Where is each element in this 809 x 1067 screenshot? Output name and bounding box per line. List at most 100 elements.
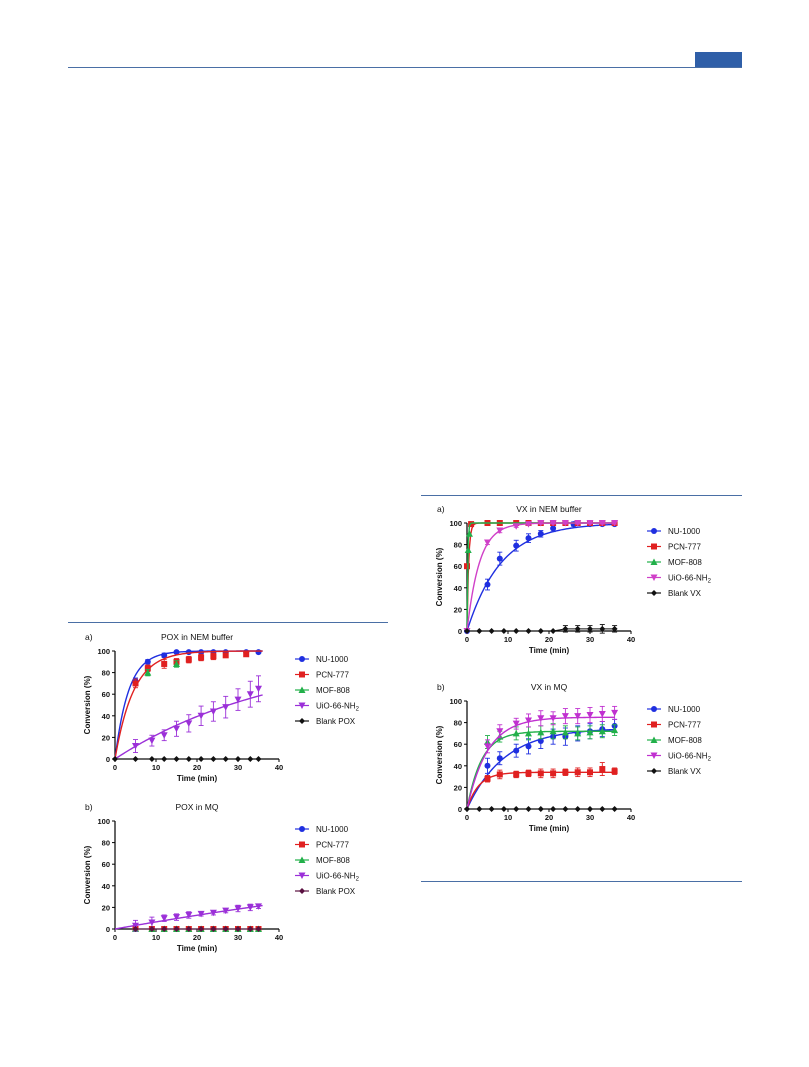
legend-marker-uio-66-nh [650, 574, 658, 581]
x-tick-label: 0 [465, 635, 469, 644]
data-point-uio-66-nh [598, 520, 606, 527]
data-point-blank-pox [185, 756, 192, 762]
x-tick-label: 20 [193, 933, 201, 942]
y-tick-label: 20 [102, 903, 110, 912]
data-point-pcn-777 [464, 563, 470, 570]
data-point-mof-808 [464, 546, 472, 553]
data-point-uio-66-nh [148, 919, 156, 927]
data-point-blank-pox [235, 926, 241, 932]
data-point-blank-pox [161, 926, 168, 932]
legend-marker-nu-1000 [651, 706, 657, 712]
data-point-blank-vx [500, 628, 507, 634]
data-point-pcn-777 [144, 665, 151, 672]
data-point-blank-pox [210, 926, 217, 932]
chart-title: VX in MQ [531, 682, 568, 692]
y-tick-label: 100 [97, 817, 110, 826]
legend-label-nu-1000: NU-1000 [316, 655, 349, 664]
data-point-blank-pox [247, 756, 254, 762]
legend-label-mof-808: MOF-808 [668, 558, 702, 567]
legend-marker-nu-1000 [299, 826, 305, 832]
legend-label-pcn-777: PCN-777 [668, 543, 701, 552]
data-point-blank-vx [513, 628, 520, 634]
legend-marker-blank-pox [299, 718, 305, 724]
data-point-mof-808 [525, 729, 532, 737]
legend-label-uio-66-nh: UiO-66-NH2 [668, 752, 712, 763]
data-point-uio-66-nh [148, 737, 156, 745]
x-tick-label: 40 [275, 933, 283, 942]
legend-marker-uio-66-nh [298, 872, 306, 879]
data-point-uio-66-nh [484, 743, 491, 750]
data-point-uio-66-nh [611, 709, 619, 717]
data-point-uio-66-nh [574, 520, 582, 527]
data-point-blank-pox [210, 756, 217, 762]
data-point-uio-66-nh [173, 725, 180, 733]
y-tick-label: 80 [454, 719, 462, 728]
x-tick-label: 30 [586, 813, 594, 822]
legend-subscript: 2 [708, 757, 712, 763]
y-tick-label: 0 [458, 805, 462, 814]
data-point-uio-66-nh [586, 712, 594, 719]
legend-label-mof-808: MOF-808 [316, 686, 350, 695]
data-point-uio-66-nh [537, 520, 545, 527]
data-point-blank-vx [513, 806, 520, 812]
data-point-uio-66-nh [160, 732, 168, 739]
data-point-nu-1000 [161, 652, 168, 659]
data-point-uio-66-nh [255, 903, 262, 910]
data-point-mof-808 [512, 729, 520, 737]
legend-label-nu-1000: NU-1000 [316, 825, 349, 834]
panel-label: a) [85, 632, 93, 642]
legend-label-blank-vx: Blank VX [668, 767, 702, 776]
data-point-mof-808 [465, 530, 473, 537]
data-point-nu-1000 [513, 542, 520, 549]
x-tick-label: 20 [193, 763, 201, 772]
data-point-uio-66-nh [209, 708, 217, 715]
legend-label-uio-66-nh: UiO-66-NH2 [668, 574, 712, 585]
legend-marker-blank-vx [651, 768, 657, 774]
data-point-nu-1000 [255, 649, 262, 656]
x-tick-label: 0 [465, 813, 469, 822]
y-tick-label: 0 [106, 925, 110, 934]
data-point-uio-66-nh [234, 696, 242, 704]
data-point-uio-66-nh [525, 717, 532, 724]
data-point-blank-vx [525, 628, 532, 634]
x-tick-label: 40 [275, 763, 283, 772]
legend-label-blank-vx: Blank VX [668, 589, 702, 598]
data-point-mof-808 [549, 727, 557, 735]
data-point-uio-66-nh [209, 909, 217, 917]
data-point-nu-1000 [185, 649, 192, 656]
data-point-blank-pox [173, 926, 180, 932]
legend-marker-uio-66-nh [650, 752, 658, 759]
legend-marker-mof-808 [298, 686, 306, 693]
fit-curve-nu-1000 [114, 650, 263, 760]
data-point-blank-pox [185, 926, 192, 932]
data-point-pcn-777 [210, 653, 217, 660]
legend-label-mof-808: MOF-808 [668, 736, 702, 745]
y-tick-label: 40 [454, 762, 462, 771]
data-point-uio-66-nh [549, 715, 557, 722]
data-point-blank-pox [235, 756, 241, 762]
data-point-pcn-777 [537, 770, 544, 777]
x-tick-label: 40 [627, 813, 635, 822]
fit-curve-pcn-777 [114, 650, 263, 760]
legend-label-pcn-777: PCN-777 [668, 721, 701, 730]
legend-marker-pcn-777 [651, 543, 657, 550]
data-point-uio-66-nh [525, 521, 532, 528]
data-point-nu-1000 [525, 743, 532, 750]
legend-marker-blank-vx [651, 590, 657, 596]
data-point-pcn-777 [525, 770, 532, 777]
data-point-mof-808 [598, 727, 606, 735]
data-point-blank-vx [464, 806, 470, 812]
x-tick-label: 10 [152, 763, 160, 772]
data-point-blank-vx [574, 806, 581, 812]
legend-label-blank-pox: Blank POX [316, 717, 356, 726]
fit-curve-mof-808 [466, 522, 615, 632]
figure-top-rule-right [421, 495, 742, 496]
legend-marker-uio-66-nh [298, 702, 306, 709]
data-point-pcn-777 [496, 771, 503, 778]
data-point-blank-pox [148, 756, 155, 762]
data-point-pcn-777 [185, 656, 192, 663]
y-tick-label: 60 [102, 860, 110, 869]
legend-marker-mof-808 [650, 736, 658, 743]
data-point-uio-66-nh [574, 713, 582, 720]
data-point-blank-pox [148, 926, 155, 932]
